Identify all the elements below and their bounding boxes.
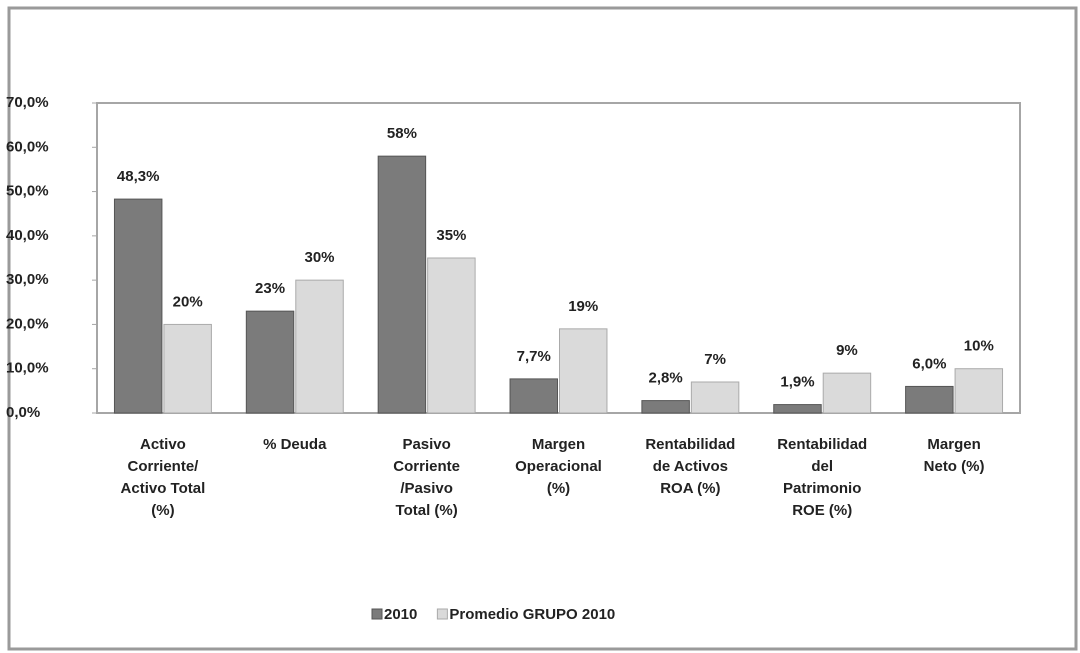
x-tick-label: Rentabilidad del Patrimonio ROE (%) [777, 436, 868, 519]
bar [377, 155, 427, 414]
y-tick-label: 20,0% [6, 315, 49, 332]
data-label: 23% [255, 280, 285, 297]
data-label: 10% [964, 338, 994, 355]
data-label: 1,9% [780, 374, 814, 391]
data-label: 7% [704, 351, 726, 368]
y-tick-label: 0,0% [6, 404, 40, 421]
legend-label: 2010 [384, 606, 417, 623]
bar [163, 323, 212, 414]
data-label: 9% [836, 342, 858, 359]
bar [295, 279, 344, 414]
bar [113, 198, 163, 414]
x-tick-label: Margen Operacional (%) [515, 436, 602, 497]
bar [559, 328, 608, 414]
x-tick-label: Pasivo Corriente /Pasivo Total (%) [393, 436, 460, 519]
bar [905, 385, 954, 414]
legend-label: Promedio GRUPO 2010 [449, 606, 615, 623]
bar [773, 404, 822, 414]
chart-frame [7, 6, 1078, 651]
data-label: 20% [173, 293, 203, 310]
x-tick-label: Rentabilidad de Activos ROA (%) [645, 436, 736, 497]
data-label: 58% [387, 125, 417, 142]
bar [509, 378, 559, 414]
bar [245, 310, 295, 414]
y-tick-label: 10,0% [6, 360, 49, 377]
bar [822, 372, 872, 414]
y-tick-label: 60,0% [6, 138, 49, 155]
data-label: 19% [568, 298, 598, 315]
x-tick-label: Activo Corriente/ Activo Total (%) [120, 436, 206, 519]
bar [641, 400, 690, 414]
x-tick-label: Margen Neto (%) [923, 436, 985, 475]
y-tick-label: 50,0% [6, 183, 49, 200]
data-label: 7,7% [517, 348, 551, 365]
y-tick-label: 70,0% [6, 94, 49, 111]
bar [690, 381, 740, 414]
legend-swatch [371, 608, 383, 620]
bar [954, 368, 1004, 414]
x-tick-label: % Deuda [263, 436, 327, 453]
y-tick-label: 30,0% [6, 271, 49, 288]
y-tick-label: 40,0% [6, 227, 49, 244]
data-label: 30% [305, 249, 335, 266]
data-label: 48,3% [117, 168, 160, 185]
data-label: 6,0% [912, 355, 946, 372]
plot-area [96, 102, 1021, 414]
data-label: 35% [436, 227, 466, 244]
legend-swatch [436, 608, 448, 620]
data-label: 2,8% [649, 370, 683, 387]
bar [427, 257, 476, 414]
